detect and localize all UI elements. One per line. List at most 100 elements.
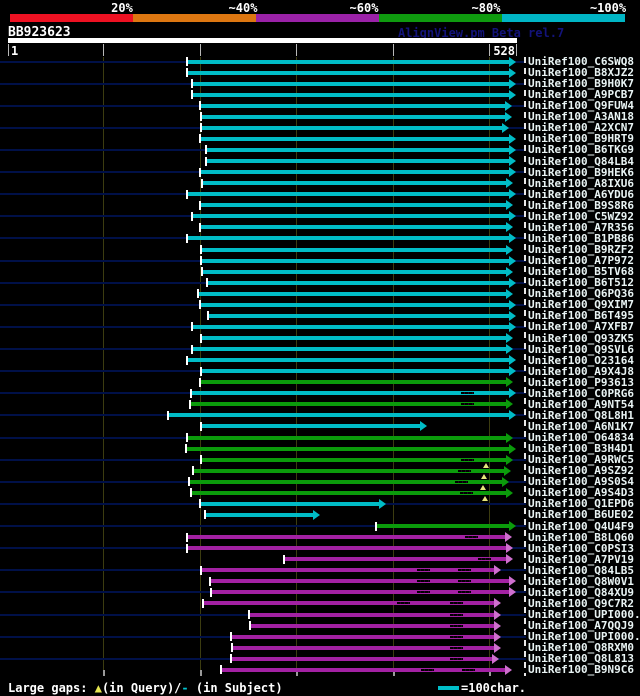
hit-label[interactable]: UniRef100_A3AN18 bbox=[528, 110, 634, 124]
hit-label[interactable]: UniRef100_Q6PQ36 bbox=[528, 287, 634, 301]
alignment-bar[interactable] bbox=[206, 159, 510, 164]
alignment-bar[interactable] bbox=[192, 490, 508, 495]
alignment-bar[interactable] bbox=[200, 136, 510, 141]
hit-label[interactable]: UniRef100_A6YDU6 bbox=[528, 187, 634, 201]
hit-label[interactable]: UniRef100_A7QQJ9 bbox=[528, 619, 634, 633]
hit-label[interactable]: UniRef100_A2XCN7 bbox=[528, 121, 634, 135]
hit-label[interactable]: UniRef100_C0PSI3 bbox=[528, 541, 634, 555]
alignment-bar[interactable] bbox=[201, 568, 495, 573]
alignment-bar[interactable] bbox=[231, 656, 493, 661]
alignment-bar[interactable] bbox=[198, 291, 508, 296]
alignment-bar[interactable] bbox=[192, 391, 510, 396]
alignment-bar[interactable] bbox=[188, 546, 508, 551]
alignment-bar[interactable] bbox=[201, 369, 510, 374]
alignment-bar[interactable] bbox=[206, 147, 510, 152]
hit-label[interactable]: UniRef100_A9RWC5 bbox=[528, 453, 634, 467]
alignment-bar[interactable] bbox=[188, 59, 510, 64]
alignment-bar[interactable] bbox=[200, 170, 510, 175]
hit-label[interactable]: UniRef100_Q84XU9 bbox=[528, 585, 634, 599]
hit-label[interactable]: UniRef100_B9HEK6 bbox=[528, 165, 634, 179]
alignment-bar[interactable] bbox=[194, 468, 506, 473]
hit-label[interactable]: UniRef100_O23164 bbox=[528, 353, 634, 367]
hit-label[interactable]: UniRef100_A8IXU6 bbox=[528, 176, 634, 190]
hit-label[interactable]: UniRef100_A7PV19 bbox=[528, 552, 634, 566]
alignment-bar[interactable] bbox=[202, 269, 508, 274]
hit-label[interactable]: UniRef100_Q9C7R2 bbox=[528, 596, 634, 610]
hit-label[interactable]: UniRef100_Q4U4F9 bbox=[528, 519, 634, 533]
hit-label[interactable]: UniRef100_C5WZ92 bbox=[528, 209, 634, 223]
alignment-bar[interactable] bbox=[188, 192, 510, 197]
hit-label[interactable]: UniRef100_A9NT54 bbox=[528, 397, 634, 411]
alignment-bar[interactable] bbox=[221, 667, 507, 672]
alignment-bar[interactable] bbox=[201, 457, 508, 462]
alignment-bar[interactable] bbox=[207, 280, 510, 285]
alignment-bar[interactable] bbox=[190, 479, 504, 484]
alignment-bar[interactable] bbox=[211, 579, 510, 584]
alignment-bar[interactable] bbox=[201, 424, 422, 429]
hit-label[interactable]: UniRef100_Q9SVL6 bbox=[528, 342, 634, 356]
alignment-bar[interactable] bbox=[200, 203, 508, 208]
hit-label[interactable]: UniRef100_B9N9C6 bbox=[528, 663, 634, 677]
hit-label[interactable]: UniRef100_Q1EPD6 bbox=[528, 497, 634, 511]
hit-label[interactable]: UniRef100_B3H4D1 bbox=[528, 442, 634, 456]
alignment-bar[interactable] bbox=[201, 336, 508, 340]
alignment-bar[interactable] bbox=[232, 645, 495, 650]
hit-label[interactable]: UniRef100_A9S4D3 bbox=[528, 486, 634, 500]
alignment-bar[interactable] bbox=[208, 313, 510, 318]
alignment-bar[interactable] bbox=[191, 402, 508, 407]
alignment-bar[interactable] bbox=[200, 380, 508, 385]
hit-label[interactable]: UniRef100_P93613 bbox=[528, 375, 634, 389]
alignment-bar[interactable] bbox=[202, 181, 508, 186]
hit-label[interactable]: UniRef100_Q8L813 bbox=[528, 652, 634, 666]
alignment-bar[interactable] bbox=[188, 358, 510, 363]
alignment-bar[interactable] bbox=[249, 612, 495, 617]
hit-label[interactable]: UniRef100_Q9FUW4 bbox=[528, 99, 634, 113]
hit-label[interactable]: UniRef100_O64834 bbox=[528, 431, 634, 445]
alignment-bar[interactable] bbox=[188, 535, 507, 540]
hit-label[interactable]: UniRef100_B1PB86 bbox=[528, 231, 634, 245]
alignment-bar[interactable] bbox=[201, 258, 510, 263]
hit-label[interactable]: UniRef100_B9H0K7 bbox=[528, 77, 634, 91]
alignment-bar[interactable] bbox=[201, 247, 508, 252]
hit-label[interactable]: UniRef100_B6T512 bbox=[528, 276, 634, 290]
alignment-bar[interactable] bbox=[201, 114, 507, 119]
alignment-bar[interactable] bbox=[193, 81, 510, 86]
hit-label[interactable]: UniRef100_A7R356 bbox=[528, 220, 634, 234]
hit-label[interactable]: UniRef100_C0PRG6 bbox=[528, 386, 634, 400]
hit-label[interactable]: UniRef100_A9X4J8 bbox=[528, 364, 634, 378]
alignment-bar[interactable] bbox=[188, 70, 510, 75]
hit-label[interactable]: UniRef100_Q84LB5 bbox=[528, 563, 634, 577]
alignment-bar[interactable] bbox=[188, 435, 508, 440]
alignment-bar[interactable] bbox=[168, 413, 510, 418]
hit-label[interactable]: UniRef100_B5TV68 bbox=[528, 265, 634, 279]
hit-label[interactable]: UniRef100_B8LQ60 bbox=[528, 530, 634, 544]
hit-label[interactable]: UniRef100_Q8W0V1 bbox=[528, 574, 634, 588]
alignment-bar[interactable] bbox=[200, 501, 380, 506]
alignment-bar[interactable] bbox=[205, 512, 315, 517]
alignment-bar[interactable] bbox=[188, 236, 510, 241]
hit-label[interactable]: UniRef100_B9RZF2 bbox=[528, 243, 634, 257]
alignment-bar[interactable] bbox=[193, 214, 510, 219]
hit-label[interactable]: UniRef100_Q84LB4 bbox=[528, 154, 634, 168]
hit-label[interactable]: UniRef100_UPI000.. bbox=[528, 630, 640, 644]
hit-label[interactable]: UniRef100_Q8L8H1 bbox=[528, 408, 634, 422]
alignment-bar[interactable] bbox=[200, 302, 510, 307]
alignment-bar[interactable] bbox=[377, 524, 510, 529]
alignment-bar[interactable] bbox=[231, 634, 495, 639]
hit-label[interactable]: UniRef100_Q9XIM7 bbox=[528, 298, 634, 312]
alignment-bar[interactable] bbox=[201, 125, 504, 130]
hit-label[interactable]: UniRef100_Q8RXM0 bbox=[528, 641, 634, 655]
hit-label[interactable]: UniRef100_A9S0S4 bbox=[528, 475, 634, 489]
alignment-bar[interactable] bbox=[187, 446, 510, 451]
hit-label[interactable]: UniRef100_Q93ZK5 bbox=[528, 331, 634, 345]
hit-label[interactable]: UniRef100_B6TKG9 bbox=[528, 143, 634, 157]
alignment-bar[interactable] bbox=[193, 324, 510, 329]
alignment-bar[interactable] bbox=[203, 601, 495, 606]
hit-label[interactable]: UniRef100_B6T495 bbox=[528, 309, 634, 323]
hit-label[interactable]: UniRef100_UPI000.. bbox=[528, 608, 640, 621]
alignment-bar[interactable] bbox=[193, 92, 510, 97]
hit-label[interactable]: UniRef100_B9HRT9 bbox=[528, 132, 634, 146]
alignment-bar[interactable] bbox=[193, 347, 508, 352]
hit-label[interactable]: UniRef100_B9S8R6 bbox=[528, 198, 634, 212]
alignment-bar[interactable] bbox=[212, 590, 510, 595]
